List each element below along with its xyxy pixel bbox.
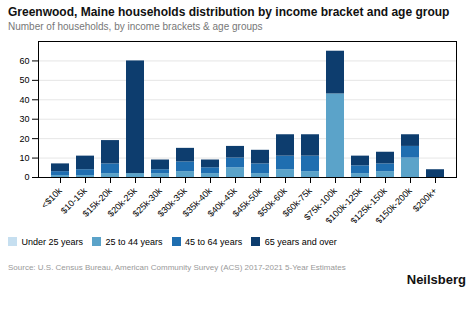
svg-text:$35k-40k: $35k-40k bbox=[180, 186, 214, 220]
svg-text:30: 30 bbox=[19, 114, 29, 124]
html-text:Number of households, by incom: Number of households, by income brackets… bbox=[8, 21, 263, 33]
svg-text:20: 20 bbox=[19, 134, 29, 144]
svg-text:50: 50 bbox=[19, 76, 29, 86]
html-text:Neilsberg: Neilsberg bbox=[406, 272, 466, 288]
html-text:45 to 64 years: 45 to 64 years bbox=[185, 236, 243, 247]
svg-text:0: 0 bbox=[24, 173, 29, 183]
html-text:65 years and over: 65 years and over bbox=[264, 236, 337, 247]
svg-text:$150k-200k: $150k-200k bbox=[374, 186, 415, 224]
html-text:25 to 44 years: 25 to 44 years bbox=[105, 236, 163, 247]
svg-text:$30k-35k: $30k-35k bbox=[155, 186, 189, 220]
svg-text:$15k-20k: $15k-20k bbox=[80, 186, 114, 220]
svg-text:$45k-50k: $45k-50k bbox=[230, 186, 264, 220]
svg-text:$50k-60k: $50k-60k bbox=[255, 186, 289, 220]
svg-text:40: 40 bbox=[19, 95, 29, 105]
svg-text:<$10k: <$10k bbox=[39, 186, 64, 211]
html-text:Under 25 years: Under 25 years bbox=[21, 236, 83, 247]
svg-text:$25k-30k: $25k-30k bbox=[130, 186, 164, 220]
svg-text:$200k+: $200k+ bbox=[411, 186, 439, 214]
html-text:Source: U.S. Census Bureau, Am: Source: U.S. Census Bureau, American Com… bbox=[8, 262, 346, 272]
svg-text:$10-15k: $10-15k bbox=[58, 186, 89, 217]
svg-text:$40k-45k: $40k-45k bbox=[205, 186, 239, 220]
svg-text:$75k-100k: $75k-100k bbox=[302, 186, 339, 223]
html-text:Greenwood, Maine households di: Greenwood, Maine households distribution… bbox=[8, 5, 450, 19]
svg-text:10: 10 bbox=[19, 153, 29, 163]
svg-text:60: 60 bbox=[19, 56, 29, 66]
svg-text:$20k-25k: $20k-25k bbox=[105, 186, 139, 220]
svg-text:$60k-75k: $60k-75k bbox=[280, 186, 314, 220]
